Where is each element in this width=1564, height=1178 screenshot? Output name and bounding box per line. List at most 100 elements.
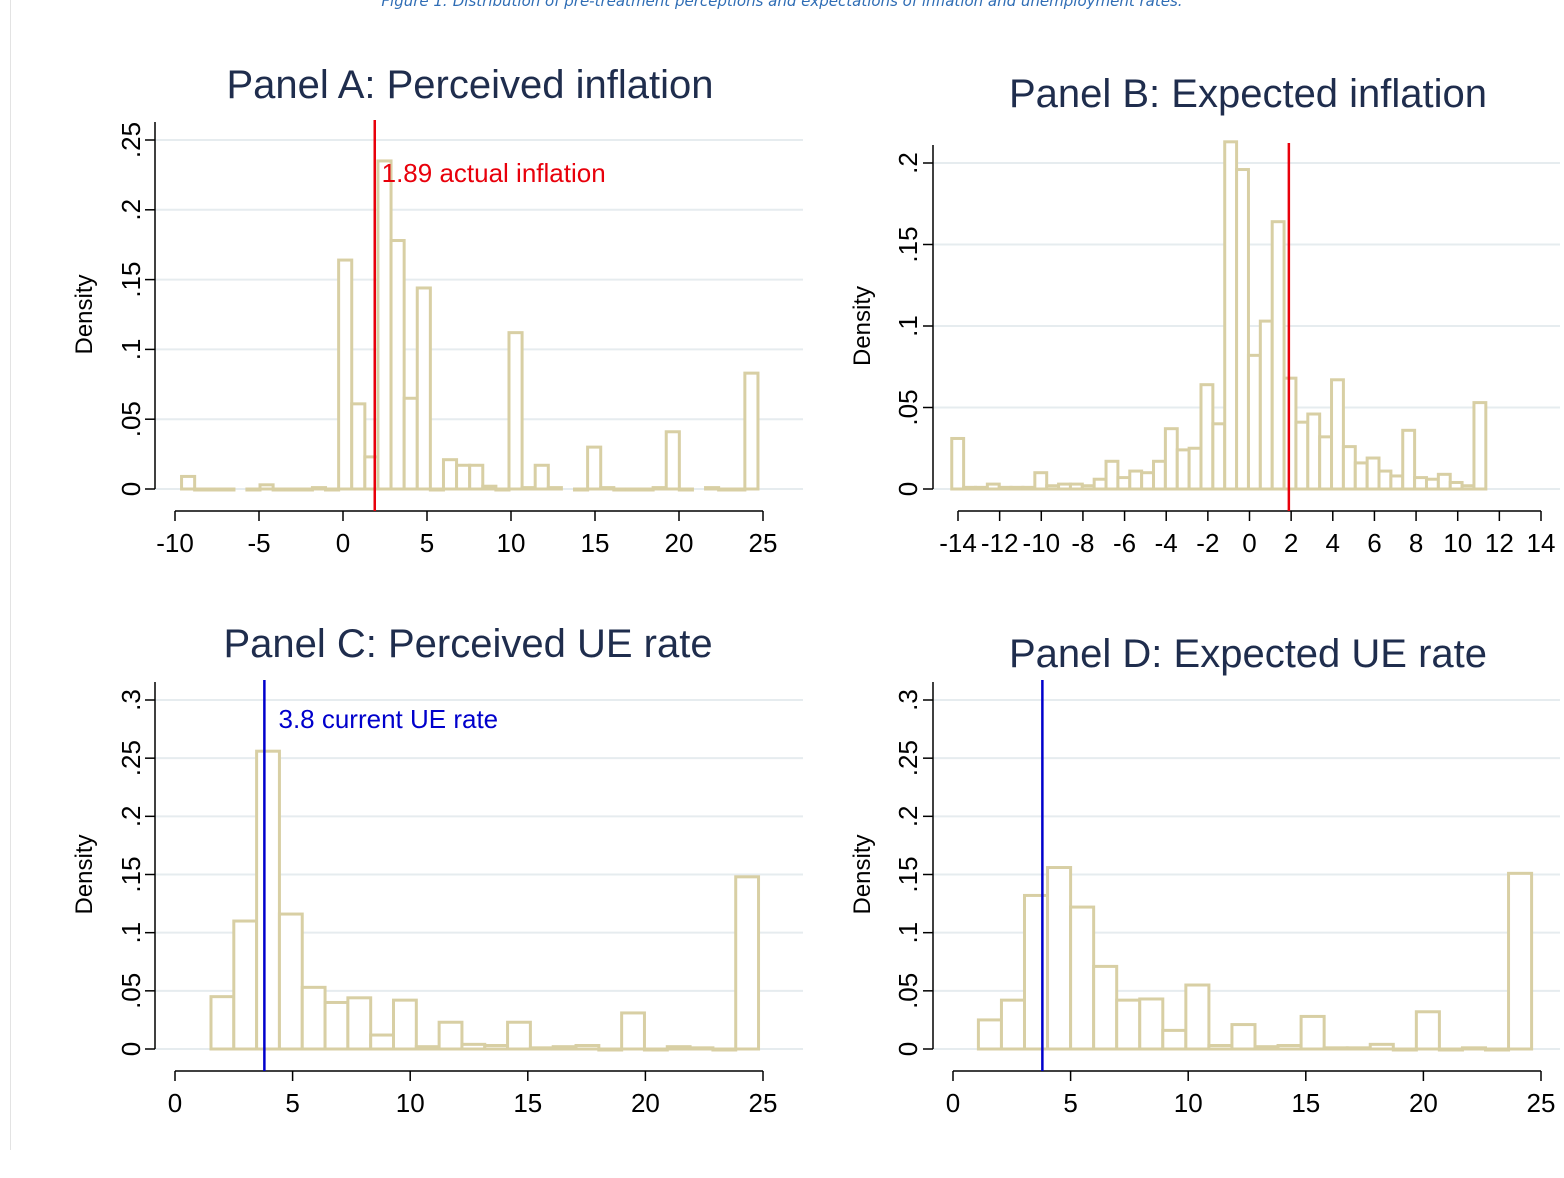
y-tick-label: .1 [116, 339, 146, 361]
histogram-bar [1223, 140, 1239, 491]
histogram-bar [638, 487, 655, 492]
histogram-bar [620, 1011, 646, 1051]
y-tick-label: .2 [893, 152, 923, 174]
y-tick-label: .1 [116, 922, 146, 944]
histogram-bar [300, 985, 327, 1051]
y-axis-label: Density [71, 274, 98, 354]
x-tick-label: 0 [946, 1088, 960, 1118]
histogram-bar [271, 487, 288, 492]
histogram-bar [1068, 482, 1084, 491]
x-tick-label: 10 [1174, 1088, 1203, 1118]
histogram-bar [1115, 998, 1142, 1051]
x-tick-label: 20 [631, 1088, 660, 1118]
histogram-bar [1138, 997, 1165, 1051]
histogram-bar [976, 1018, 1003, 1051]
histogram-bar [642, 1047, 669, 1052]
histogram-bar [1175, 448, 1191, 491]
histogram-bar [206, 487, 223, 492]
histogram-bar [494, 487, 511, 492]
histogram-bar [180, 474, 197, 491]
histogram-bar [743, 371, 760, 491]
y-tick-label: .05 [893, 389, 923, 425]
y-tick-label: .2 [116, 805, 146, 827]
x-tick-label: 14 [1527, 528, 1556, 558]
y-axis-label: Density [849, 834, 876, 914]
histogram-bar [597, 1047, 624, 1052]
histogram-bar [1276, 1044, 1303, 1051]
histogram-bar [1414, 1010, 1441, 1051]
histogram-bar [1128, 469, 1144, 491]
x-tick-label: -6 [1113, 528, 1136, 558]
histogram-bar [1472, 401, 1488, 491]
histogram-bar [1401, 428, 1417, 491]
y-tick-label: .25 [116, 122, 146, 158]
histogram-bar [533, 463, 550, 491]
histogram-bar [369, 1033, 396, 1051]
frame-divider [10, 0, 11, 1150]
histogram-bar [1436, 472, 1452, 491]
histogram-bar [376, 159, 393, 491]
histogram-bar [546, 486, 563, 491]
x-tick-label: 15 [581, 528, 610, 558]
histogram-bar [1258, 319, 1274, 491]
histogram-bar [415, 286, 432, 491]
histogram-bar [651, 486, 668, 491]
x-tick-label: 15 [1291, 1088, 1320, 1118]
histogram-bar [1246, 353, 1262, 491]
histogram-bar [346, 996, 373, 1051]
histogram-bar [1092, 964, 1119, 1051]
y-tick-label: .15 [893, 856, 923, 892]
histogram-bar [1306, 412, 1322, 491]
histogram-bar [1235, 168, 1250, 491]
histogram-bar [392, 998, 418, 1051]
histogram-bar [677, 487, 694, 492]
y-tick-label: .05 [893, 973, 923, 1009]
histogram-bar [973, 485, 989, 491]
histogram-bar [1046, 866, 1073, 1051]
x-tick-label: -10 [156, 528, 194, 558]
histogram-bar [1345, 1046, 1372, 1051]
y-tick-label: 0 [893, 1042, 923, 1056]
histogram-bar [1230, 1023, 1257, 1051]
histogram-bar [1413, 476, 1428, 491]
histogram-bar [1299, 1014, 1326, 1051]
histogram-bar [1448, 480, 1464, 491]
histogram-bar [950, 436, 966, 491]
histogram-bar [1057, 482, 1072, 491]
y-tick-label: .1 [893, 315, 923, 337]
histogram-bar [1187, 446, 1203, 491]
histogram-bar [1391, 1047, 1418, 1052]
histogram-bar [209, 995, 236, 1051]
histogram-bar [612, 487, 629, 492]
histogram-bar [483, 1044, 510, 1051]
histogram-bar [1507, 871, 1534, 1051]
histogram-bar [1460, 1046, 1487, 1051]
x-tick-label: 10 [1443, 528, 1472, 558]
histogram-bar [1330, 378, 1345, 491]
x-tick-label: 2 [1284, 528, 1298, 558]
histogram-bar [1207, 1044, 1234, 1051]
histogram-bar [460, 1042, 487, 1051]
x-tick-label: 10 [497, 528, 526, 558]
histogram-bar [734, 875, 761, 1051]
histogram-bar [1365, 456, 1381, 491]
histogram-bar [277, 912, 304, 1051]
histogram-bar [573, 487, 590, 492]
histogram-bar [297, 487, 314, 492]
y-tick-label: .15 [116, 262, 146, 298]
histogram-bar [1460, 484, 1476, 491]
histogram-bar [717, 487, 734, 492]
histogram-bar [414, 1045, 441, 1051]
x-tick-label: -2 [1196, 528, 1219, 558]
histogram-bar [997, 485, 1013, 491]
panel-title: Panel D: Expected UE rate [1009, 632, 1487, 676]
y-tick-label: .2 [116, 199, 146, 221]
histogram-bar [219, 487, 236, 492]
y-tick-label: .15 [116, 856, 146, 892]
histogram-bar [1116, 476, 1132, 491]
histogram-bar [310, 486, 328, 491]
histogram-bar [664, 430, 681, 491]
histogram-bar [520, 486, 537, 491]
histogram-bar [1353, 461, 1369, 491]
y-tick-label: .3 [116, 689, 146, 711]
